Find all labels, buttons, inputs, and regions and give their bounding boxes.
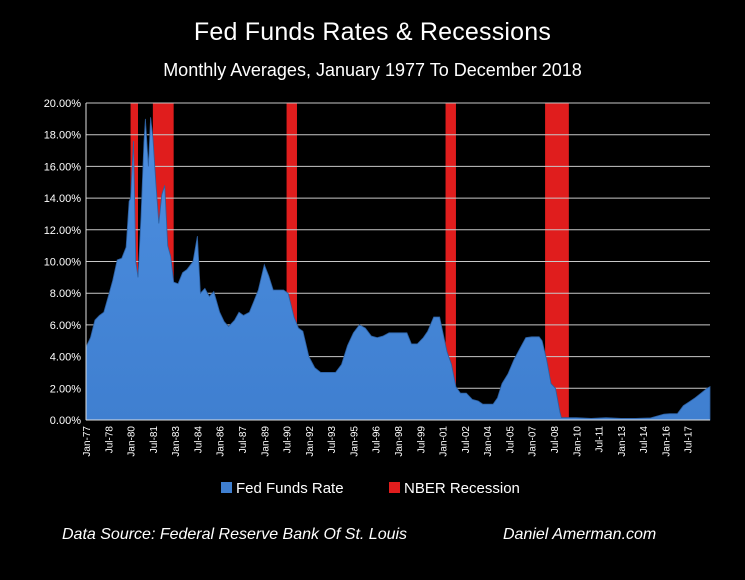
x-tick-label: Jan-07	[528, 426, 539, 457]
x-tick-label: Jan-95	[349, 426, 360, 457]
fed-funds-area-layer	[85, 117, 711, 421]
y-tick-label: 14.00%	[44, 193, 82, 205]
x-tick-label: Jul-02	[461, 426, 472, 454]
y-tick-label: 0.00%	[50, 415, 81, 427]
author-credit: Daniel Amerman.com	[503, 526, 657, 543]
x-tick-label: Jan-77	[82, 426, 93, 457]
y-tick-label: 2.00%	[50, 383, 81, 395]
x-tick-labels: Jan-77 Jul-78 Jan-80 Jul-81 Jan-83 Jul-84 Jan-…	[82, 426, 695, 457]
legend-swatch-fed-funds	[221, 482, 232, 493]
x-tick-label: Jan-92	[305, 426, 316, 457]
x-tick-label: Jul-99	[416, 426, 427, 454]
y-tick-label: 16.00%	[44, 161, 82, 173]
x-tick-label: Jan-01	[439, 426, 450, 457]
x-tick-label: Jul-14	[639, 426, 650, 454]
x-tick-label: Jul-81	[149, 426, 160, 454]
x-tick-label: Jul-90	[283, 426, 294, 454]
x-tick-label: Jan-98	[394, 426, 405, 457]
x-tick-label: Jul-78	[104, 426, 115, 454]
x-tick-label: Jul-84	[193, 426, 204, 454]
x-tick-label: Jul-05	[505, 426, 516, 454]
x-tick-label: Jan-13	[617, 426, 628, 457]
y-tick-label: 10.00%	[44, 257, 82, 269]
x-tick-label: Jan-80	[127, 426, 138, 457]
x-tick-label: Jul-08	[550, 426, 561, 454]
legend-label-fed-funds: Fed Funds Rate	[236, 480, 344, 497]
chart-title: Fed Funds Rates & Recessions	[193, 18, 552, 46]
x-tick-label: Jul-87	[238, 426, 249, 454]
x-tick-label: Jan-16	[661, 426, 672, 457]
x-tick-label: Jan-04	[483, 426, 494, 457]
x-tick-label: Jan-10	[572, 426, 583, 457]
y-tick-label: 4.00%	[50, 352, 81, 364]
x-tick-label: Jan-86	[216, 426, 227, 457]
x-tick-label: Jul-96	[372, 426, 383, 454]
y-tick-label: 20.00%	[44, 98, 82, 110]
y-tick-label: 6.00%	[50, 320, 81, 332]
x-tick-label: Jul-11	[595, 426, 606, 453]
data-source-note: Data Source: Federal Reserve Bank Of St.…	[62, 526, 408, 543]
axes	[85, 103, 710, 421]
legend: Fed Funds Rate NBER Recession	[221, 480, 520, 497]
legend-swatch-recession	[389, 482, 400, 493]
x-tick-label: Jul-17	[684, 426, 695, 454]
x-tick-label: Jul-93	[327, 426, 338, 454]
y-tick-label: 12.00%	[44, 225, 82, 237]
y-tick-label: 18.00%	[44, 130, 82, 142]
y-tick-label: 8.00%	[50, 288, 81, 300]
chart-subtitle: Monthly Averages, January 1977 To Decemb…	[163, 60, 582, 80]
y-tick-labels: 0.00% 2.00% 4.00% 6.00% 8.00% 10.00% 12.00% 14.…	[44, 98, 82, 427]
x-tick-label: Jan-83	[171, 426, 182, 457]
x-tick-label: Jan-89	[260, 426, 271, 457]
legend-label-recession: NBER Recession	[404, 480, 520, 497]
fed-funds-area	[85, 117, 711, 421]
